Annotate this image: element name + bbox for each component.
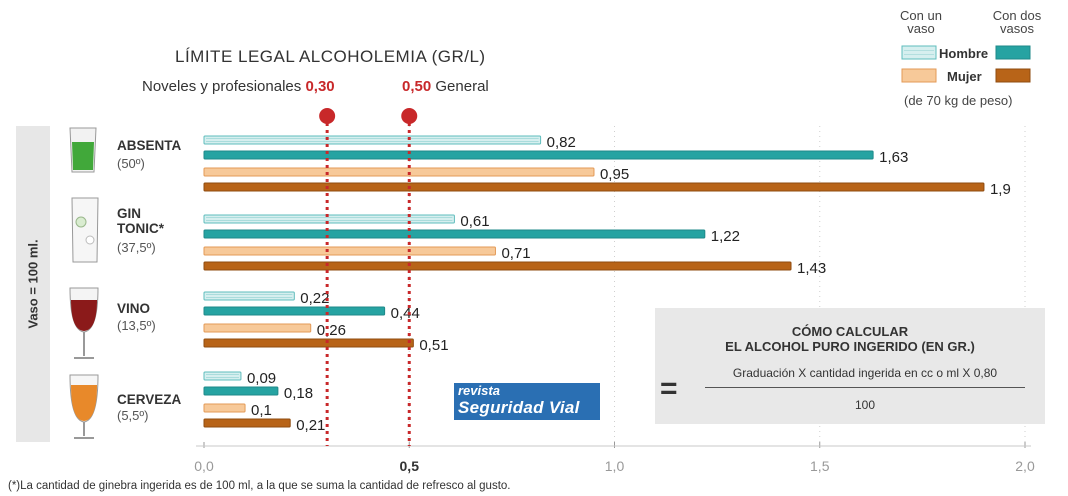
beer-liquid-icon — [71, 385, 97, 421]
legend-swatch-man-one — [901, 45, 937, 60]
bar — [203, 135, 542, 145]
data-label: 0,1 — [251, 402, 272, 419]
legend-swatch-woman-one — [901, 68, 937, 83]
legend-man-label: Hombre — [939, 46, 989, 61]
lemon-slice-icon — [75, 216, 87, 228]
data-label: 0,71 — [501, 245, 530, 262]
chart-title: LÍMITE LEGAL ALCOHOLEMIA (GR/L) — [175, 47, 486, 66]
data-label: 1,22 — [711, 228, 740, 245]
legend-swatch-man-two — [995, 45, 1031, 60]
x-tick-label: 1,0 — [605, 458, 625, 474]
bar — [203, 323, 312, 333]
formula-equals-sign: = — [660, 372, 678, 405]
wine-liquid-icon — [71, 300, 97, 331]
drink-name-vino: VINO — [117, 301, 151, 316]
data-label: 0,21 — [296, 417, 325, 434]
data-label: 0,44 — [391, 305, 420, 322]
legend-one-glass-header: Con un vaso — [900, 8, 942, 36]
legend-swatch-woman-two — [995, 68, 1031, 83]
data-label: 0,22 — [300, 290, 329, 307]
limit-marker — [319, 108, 336, 124]
bar — [203, 246, 496, 256]
formula-denominator: 100 — [854, 398, 876, 412]
legend-woman-label: Mujer — [947, 69, 982, 84]
limit-novel-value: 0,30 — [305, 78, 335, 95]
limit-general-label: 0,50 General — [402, 78, 489, 95]
formula-box: CÓMO CALCULAR EL ALCOHOL PURO INGERIDO (… — [655, 308, 1045, 424]
drink-degree-vino: (13,5º) — [117, 318, 156, 333]
bar — [203, 386, 279, 396]
side-label-box: Vaso = 100 ml. — [16, 126, 50, 442]
limit-general-text: General — [435, 78, 489, 95]
bar — [203, 182, 985, 192]
drink-name-cerveza: CERVEZA — [117, 392, 182, 407]
x-tick-label: 0,0 — [194, 458, 214, 474]
bar — [203, 371, 242, 381]
bar — [203, 306, 386, 316]
legend-two-glasses-header: Con dos vasos — [992, 8, 1042, 36]
ice-cube-icon — [85, 235, 95, 245]
logo-line2: Seguridad Vial — [458, 398, 580, 417]
bar — [203, 338, 414, 348]
data-label: 0,09 — [247, 370, 276, 387]
bar — [203, 229, 706, 239]
formula-fraction-line — [705, 387, 1025, 388]
absenta-liquid-icon — [72, 142, 94, 170]
bar — [203, 261, 792, 271]
data-label: 0,61 — [460, 213, 489, 230]
data-label: 1,9 — [990, 181, 1011, 198]
drink-degree-absenta: (50º) — [117, 156, 145, 171]
gin-tonic-glass-icon — [71, 197, 99, 263]
revista-seguridad-vial-logo: revista Seguridad Vial — [454, 383, 600, 420]
bar — [203, 167, 595, 177]
data-label: 0,51 — [419, 337, 448, 354]
drink-degree-cerveza: (5,5º) — [117, 408, 149, 423]
bar — [203, 403, 246, 413]
x-tick-label: 1,5 — [810, 458, 830, 474]
footnote: (*)La cantidad de ginebra ingerida es de… — [8, 480, 511, 492]
data-label: 0,95 — [600, 166, 629, 183]
limit-novel-label: Noveles y profesionales 0,30 — [142, 78, 335, 95]
x-tick-label: 0,5 — [400, 458, 420, 474]
bar — [203, 214, 455, 224]
limit-marker — [401, 108, 418, 124]
formula-title-line1: CÓMO CALCULAR — [791, 324, 909, 339]
drink-name-gin-tonic: GIN TONIC* — [117, 206, 165, 236]
bar — [203, 291, 295, 301]
formula-numerator: Graduación X cantidad ingerida en cc o m… — [732, 366, 998, 380]
data-label: 0,26 — [317, 322, 346, 339]
drink-name-absenta: ABSENTA — [117, 138, 182, 153]
data-label: 0,82 — [547, 134, 576, 151]
logo-line1: revista — [458, 383, 500, 398]
bar — [203, 150, 874, 160]
limit-novel-text: Noveles y profesionales — [142, 78, 302, 95]
bar — [203, 418, 291, 428]
side-label: Vaso = 100 ml. — [25, 239, 41, 329]
legend-note: (de 70 kg de peso) — [904, 93, 1013, 108]
data-label: 1,63 — [879, 149, 908, 166]
drink-degree-gin-tonic: (37,5º) — [117, 240, 156, 255]
limit-general-value: 0,50 — [402, 78, 432, 95]
data-label: 1,43 — [797, 260, 826, 277]
x-tick-label: 2,0 — [1015, 458, 1035, 474]
formula-title-line2: EL ALCOHOL PURO INGERIDO (EN GR.) — [725, 339, 975, 354]
data-label: 0,18 — [284, 385, 313, 402]
